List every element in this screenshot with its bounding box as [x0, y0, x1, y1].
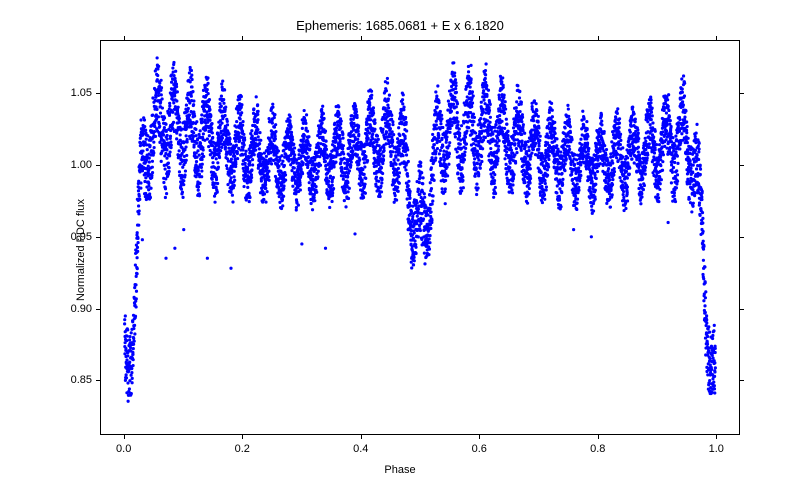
y-tick-mark — [96, 309, 100, 310]
x-tick-mark — [242, 36, 243, 40]
y-tick-mark — [96, 165, 100, 166]
y-tick-mark — [96, 380, 100, 381]
plot-area — [100, 40, 740, 435]
x-tick-label: 1.0 — [709, 443, 724, 455]
x-tick-mark — [242, 435, 243, 439]
x-tick-mark — [124, 36, 125, 40]
x-tick-mark — [479, 36, 480, 40]
y-tick-mark — [96, 93, 100, 94]
y-tick-mark — [96, 237, 100, 238]
x-tick-mark — [598, 435, 599, 439]
scatter-plot — [101, 41, 739, 434]
y-tick-label: 0.90 — [62, 303, 92, 315]
chart-title: Ephemeris: 1685.0681 + E x 6.1820 — [296, 18, 504, 33]
x-tick-mark — [361, 435, 362, 439]
y-tick-mark — [740, 165, 744, 166]
y-axis-label: Normalized PDC flux — [75, 199, 87, 301]
y-tick-label: 1.00 — [62, 159, 92, 171]
y-tick-label: 0.85 — [62, 374, 92, 386]
x-tick-mark — [124, 435, 125, 439]
x-tick-mark — [598, 36, 599, 40]
x-tick-label: 0.8 — [590, 443, 605, 455]
x-tick-mark — [716, 36, 717, 40]
x-axis-label: Phase — [384, 464, 415, 476]
y-tick-mark — [740, 93, 744, 94]
y-tick-mark — [740, 237, 744, 238]
y-tick-label: 1.05 — [62, 87, 92, 99]
x-tick-mark — [479, 435, 480, 439]
y-tick-mark — [740, 309, 744, 310]
x-tick-label: 0.0 — [116, 443, 131, 455]
x-tick-mark — [716, 435, 717, 439]
x-tick-label: 0.2 — [235, 443, 250, 455]
x-tick-label: 0.4 — [353, 443, 368, 455]
y-tick-mark — [740, 380, 744, 381]
x-tick-label: 0.6 — [472, 443, 487, 455]
y-tick-label: 0.95 — [62, 231, 92, 243]
chart-container: Ephemeris: 1685.0681 + E x 6.1820 Normal… — [0, 0, 800, 500]
x-tick-mark — [361, 36, 362, 40]
